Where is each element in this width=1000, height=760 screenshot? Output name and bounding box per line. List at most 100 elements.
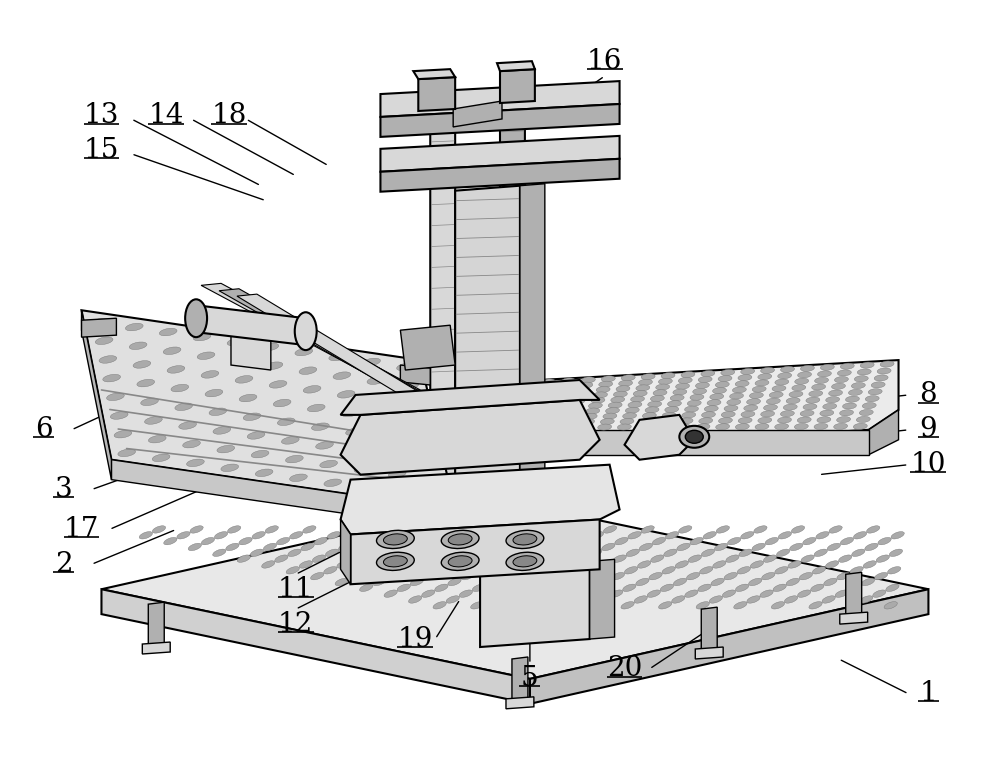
Ellipse shape <box>626 549 639 556</box>
Ellipse shape <box>661 372 675 378</box>
Ellipse shape <box>513 549 527 556</box>
Ellipse shape <box>803 537 816 545</box>
Ellipse shape <box>374 561 388 568</box>
Polygon shape <box>341 380 600 415</box>
Polygon shape <box>341 520 351 584</box>
Ellipse shape <box>448 556 472 567</box>
Ellipse shape <box>377 530 414 549</box>
Ellipse shape <box>401 549 414 556</box>
Ellipse shape <box>276 537 290 545</box>
Ellipse shape <box>606 407 619 413</box>
Polygon shape <box>148 602 164 646</box>
Ellipse shape <box>217 445 235 453</box>
Ellipse shape <box>820 364 834 370</box>
Ellipse shape <box>852 549 865 556</box>
Ellipse shape <box>613 555 626 562</box>
Ellipse shape <box>185 299 207 337</box>
Ellipse shape <box>320 461 337 468</box>
Ellipse shape <box>834 423 848 429</box>
Ellipse shape <box>755 423 769 429</box>
Ellipse shape <box>835 590 848 597</box>
Ellipse shape <box>750 561 764 568</box>
Ellipse shape <box>679 426 709 448</box>
Ellipse shape <box>860 362 874 368</box>
Ellipse shape <box>812 567 826 574</box>
Ellipse shape <box>735 423 749 429</box>
Ellipse shape <box>645 407 659 413</box>
Ellipse shape <box>613 391 627 397</box>
Ellipse shape <box>133 361 151 368</box>
Ellipse shape <box>741 531 754 539</box>
Ellipse shape <box>585 584 598 591</box>
Ellipse shape <box>506 530 544 549</box>
Ellipse shape <box>599 382 613 387</box>
Ellipse shape <box>92 318 109 326</box>
Ellipse shape <box>376 414 393 422</box>
Ellipse shape <box>388 470 406 478</box>
Ellipse shape <box>783 404 797 410</box>
Ellipse shape <box>221 464 239 471</box>
Ellipse shape <box>701 371 715 377</box>
Ellipse shape <box>865 543 878 551</box>
Ellipse shape <box>600 419 614 425</box>
Ellipse shape <box>307 404 325 412</box>
Ellipse shape <box>193 334 211 340</box>
Ellipse shape <box>791 526 805 533</box>
Polygon shape <box>219 289 424 395</box>
Ellipse shape <box>623 413 637 419</box>
Ellipse shape <box>551 549 564 556</box>
Ellipse shape <box>641 374 655 380</box>
Polygon shape <box>341 464 620 534</box>
Ellipse shape <box>639 379 652 385</box>
Ellipse shape <box>384 451 402 459</box>
Text: 20: 20 <box>607 655 642 682</box>
Ellipse shape <box>303 526 316 533</box>
Ellipse shape <box>377 553 414 571</box>
Ellipse shape <box>508 602 521 609</box>
Ellipse shape <box>177 531 190 539</box>
Text: 11: 11 <box>278 576 313 603</box>
Ellipse shape <box>737 567 750 574</box>
Ellipse shape <box>679 418 693 424</box>
Ellipse shape <box>760 590 773 597</box>
Ellipse shape <box>435 584 448 591</box>
Ellipse shape <box>197 352 215 359</box>
Ellipse shape <box>715 382 729 388</box>
Ellipse shape <box>716 526 729 533</box>
Ellipse shape <box>335 578 348 586</box>
Ellipse shape <box>489 543 502 551</box>
Ellipse shape <box>730 393 744 399</box>
Ellipse shape <box>549 404 563 410</box>
Ellipse shape <box>288 549 301 556</box>
Ellipse shape <box>227 338 245 346</box>
Ellipse shape <box>341 409 359 416</box>
Ellipse shape <box>415 526 429 533</box>
Ellipse shape <box>523 578 536 586</box>
Ellipse shape <box>823 404 837 410</box>
Ellipse shape <box>741 411 755 417</box>
Ellipse shape <box>775 379 789 385</box>
Ellipse shape <box>648 401 662 407</box>
Ellipse shape <box>678 378 692 384</box>
Ellipse shape <box>145 416 162 424</box>
Ellipse shape <box>862 403 876 409</box>
Ellipse shape <box>107 393 124 401</box>
Ellipse shape <box>755 380 769 386</box>
Ellipse shape <box>384 590 397 597</box>
Ellipse shape <box>534 394 548 400</box>
Ellipse shape <box>673 578 687 586</box>
Ellipse shape <box>566 408 580 414</box>
Ellipse shape <box>651 555 664 562</box>
Ellipse shape <box>815 378 829 384</box>
Ellipse shape <box>312 555 326 562</box>
Ellipse shape <box>800 410 814 416</box>
Ellipse shape <box>363 549 376 556</box>
Ellipse shape <box>448 578 461 586</box>
Ellipse shape <box>141 398 158 406</box>
Ellipse shape <box>589 549 602 556</box>
Ellipse shape <box>214 531 228 539</box>
Ellipse shape <box>510 584 523 591</box>
Ellipse shape <box>752 543 765 551</box>
Ellipse shape <box>698 584 711 591</box>
Ellipse shape <box>713 388 726 394</box>
